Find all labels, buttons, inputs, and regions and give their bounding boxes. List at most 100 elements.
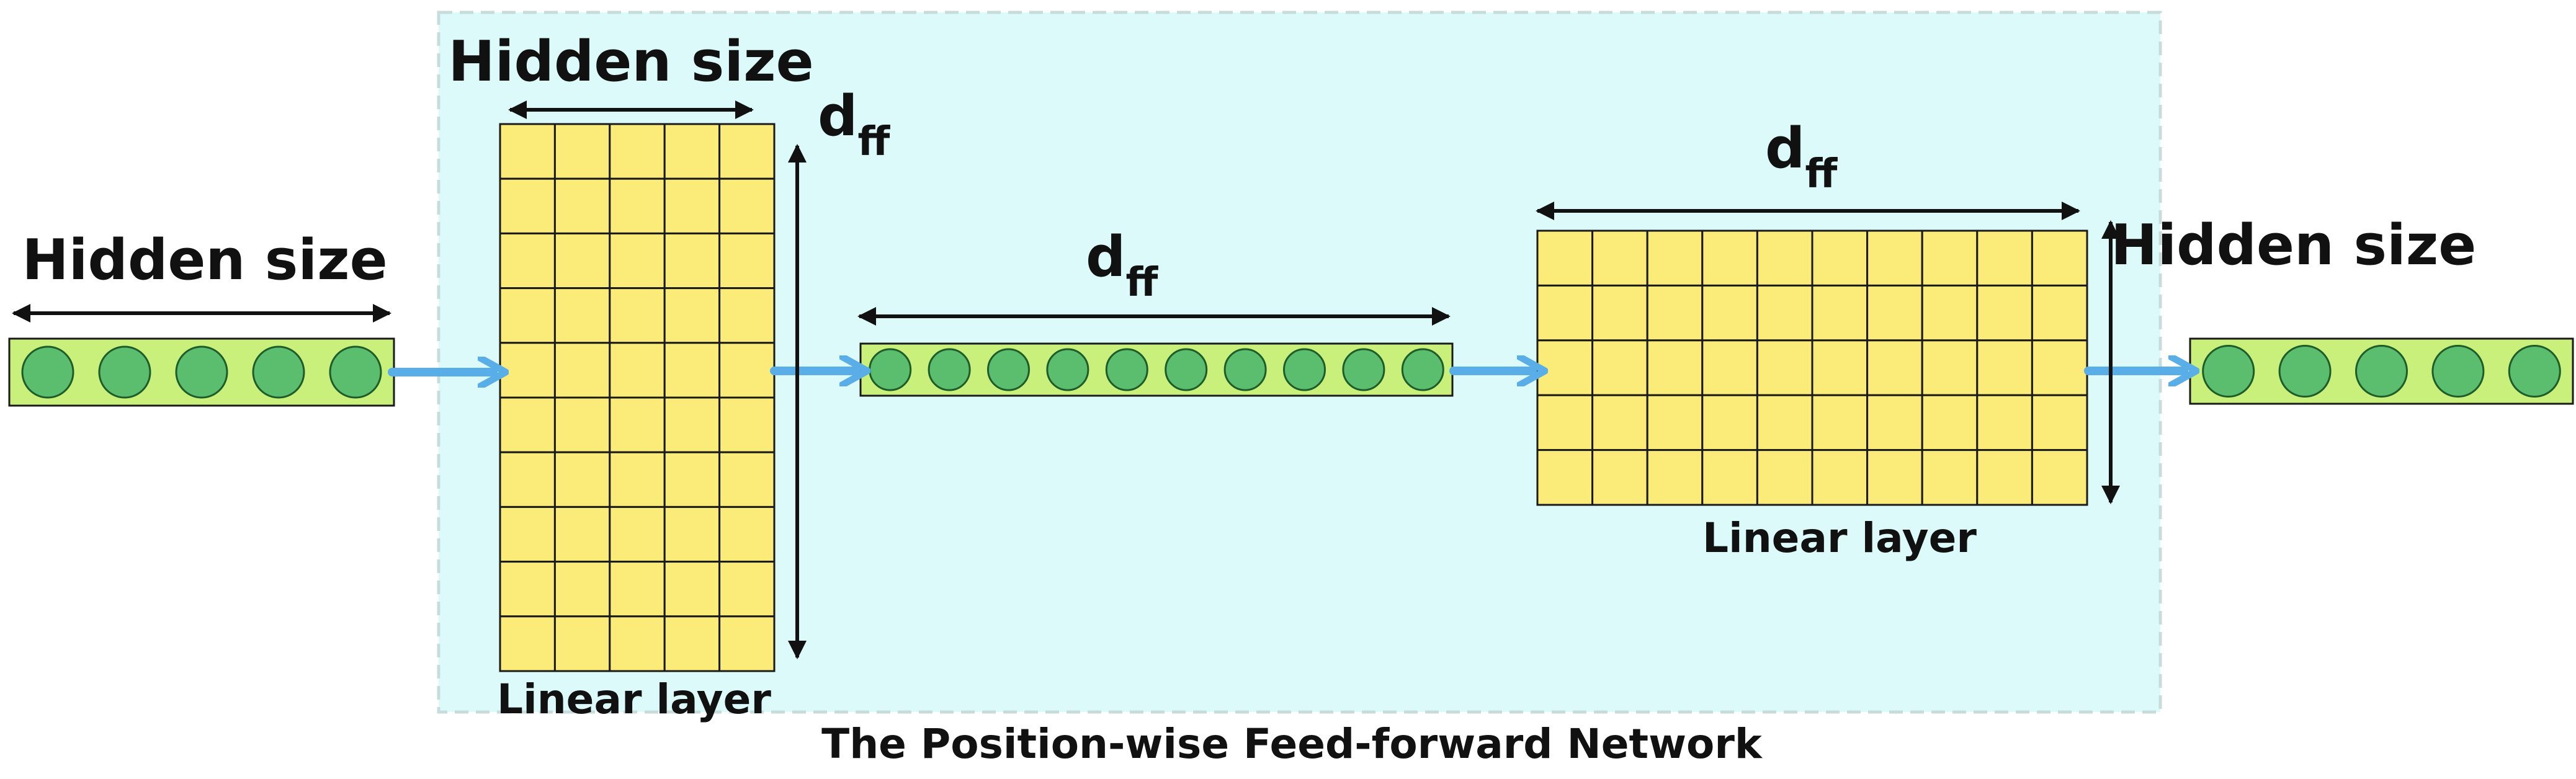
- weight-cell: [664, 124, 719, 179]
- vector-unit: [1166, 349, 1207, 390]
- dff-subscript: ff: [1125, 260, 1158, 306]
- weight-cell: [664, 452, 719, 507]
- weight-cell: [1812, 395, 1867, 450]
- dff-main: d: [1765, 116, 1805, 181]
- weight-cell: [610, 124, 664, 179]
- weight-cell: [1537, 341, 1593, 395]
- vector-unit: [176, 347, 227, 398]
- diagram-caption: The Position-wise Feed-forward Network: [821, 720, 1763, 768]
- weight-cell: [1702, 231, 1758, 285]
- weight-cell: [720, 124, 774, 179]
- weight-cell: [555, 179, 609, 233]
- weight-cell: [500, 507, 555, 561]
- weight-cell: [720, 179, 774, 233]
- weight-cell: [1812, 231, 1867, 285]
- weight-cell: [1867, 395, 1923, 450]
- weight-cell: [2032, 285, 2087, 340]
- weight-cell: [1702, 285, 1758, 340]
- vector-unit: [2356, 346, 2407, 397]
- weight-cell: [664, 179, 719, 233]
- label-input-hidden-size: Hidden size: [22, 228, 387, 293]
- weight-cell: [555, 452, 609, 507]
- weight-cell: [1757, 231, 1812, 285]
- vector-unit: [22, 347, 73, 398]
- weight-cell: [555, 617, 609, 671]
- dff-subscript: ff: [1805, 151, 1838, 197]
- weight-cell: [500, 124, 555, 179]
- linear-layer-1-grid: [500, 124, 774, 671]
- weight-cell: [1922, 341, 1977, 395]
- weight-cell: [664, 288, 719, 343]
- weight-cell: [1647, 341, 1702, 395]
- weight-cell: [1537, 285, 1593, 340]
- weight-cell: [1593, 395, 1648, 450]
- weight-cell: [1977, 395, 2033, 450]
- vector-unit: [870, 349, 911, 390]
- weight-cell: [1593, 285, 1648, 340]
- vector-unit: [1402, 349, 1443, 390]
- weight-cell: [610, 452, 664, 507]
- linear-layer-2-grid: [1537, 231, 2087, 505]
- weight-cell: [720, 507, 774, 561]
- weight-cell: [1922, 395, 1977, 450]
- weight-cell: [1647, 450, 1702, 505]
- weight-cell: [1757, 450, 1812, 505]
- weight-cell: [720, 343, 774, 398]
- weight-cell: [1922, 450, 1977, 505]
- weight-cell: [1537, 231, 1593, 285]
- weight-cell: [1593, 231, 1648, 285]
- hidden-vector: [861, 344, 1452, 396]
- weight-cell: [720, 562, 774, 617]
- weight-cell: [555, 398, 609, 452]
- weight-cell: [500, 179, 555, 233]
- weight-cell: [1647, 395, 1702, 450]
- weight-cell: [610, 507, 664, 561]
- weight-cell: [664, 507, 719, 561]
- weight-cell: [664, 562, 719, 617]
- weight-cell: [500, 288, 555, 343]
- weight-cell: [1647, 231, 1702, 285]
- output-vector: [2190, 339, 2573, 404]
- weight-cell: [1647, 285, 1702, 340]
- weight-cell: [1867, 231, 1923, 285]
- weight-cell: [500, 233, 555, 288]
- weight-cell: [664, 398, 719, 452]
- weight-cell: [1812, 450, 1867, 505]
- vector-unit: [1284, 349, 1325, 390]
- weight-cell: [555, 343, 609, 398]
- weight-cell: [610, 233, 664, 288]
- weight-cell: [500, 343, 555, 398]
- weight-cell: [1867, 450, 1923, 505]
- weight-cell: [500, 398, 555, 452]
- vector-unit: [1225, 349, 1266, 390]
- label-layer1-hidden-size: Hidden size: [448, 29, 813, 94]
- weight-cell: [1757, 395, 1812, 450]
- weight-cell: [1702, 341, 1758, 395]
- vector-unit: [99, 347, 150, 398]
- input-vector: [9, 339, 394, 406]
- weight-cell: [1757, 341, 1812, 395]
- weight-cell: [610, 179, 664, 233]
- vector-unit: [2433, 346, 2484, 397]
- vector-unit: [2203, 346, 2254, 397]
- weight-cell: [1537, 450, 1593, 505]
- weight-cell: [610, 617, 664, 671]
- weight-cell: [720, 233, 774, 288]
- weight-cell: [1977, 450, 2033, 505]
- weight-cell: [610, 288, 664, 343]
- weight-cell: [500, 562, 555, 617]
- weight-cell: [555, 233, 609, 288]
- weight-cell: [1757, 285, 1812, 340]
- weight-cell: [720, 617, 774, 671]
- weight-cell: [610, 343, 664, 398]
- vector-unit: [2509, 346, 2560, 397]
- weight-cell: [1867, 285, 1923, 340]
- weight-cell: [1702, 395, 1758, 450]
- weight-cell: [1977, 285, 2033, 340]
- dff-main: d: [818, 84, 857, 149]
- weight-cell: [1537, 395, 1593, 450]
- weight-cell: [1812, 285, 1867, 340]
- weight-cell: [500, 452, 555, 507]
- weight-cell: [1812, 341, 1867, 395]
- label-linear-layer-2: Linear layer: [1702, 514, 1977, 562]
